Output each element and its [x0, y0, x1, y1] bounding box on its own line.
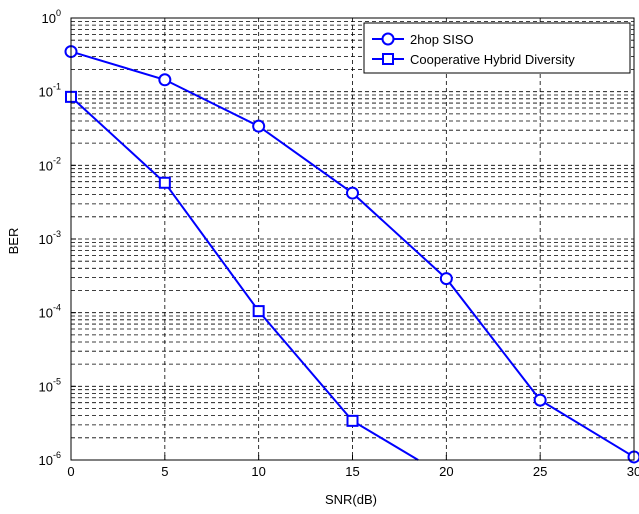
data-point-circle	[252, 119, 266, 133]
data-point-square	[252, 305, 265, 318]
legend-label: Cooperative Hybrid Diversity	[410, 52, 575, 67]
x-tick-label: 15	[345, 464, 359, 479]
x-tick-label: 10	[251, 464, 265, 479]
plot-frame	[70, 17, 635, 461]
tick-labels: 0 5 10 15 20 25 30 10-6 10-5 10-4 10-3 10-2 10-1 100	[39, 8, 639, 479]
legend: 2hop SISO Cooperative Hybrid Diversity	[363, 22, 631, 74]
series-0	[64, 45, 639, 464]
data-point-square	[346, 414, 359, 427]
x-tick-label: 0	[67, 464, 74, 479]
x-tick-label: 5	[161, 464, 168, 479]
data-point-circle	[533, 393, 547, 407]
data-point-square	[158, 176, 171, 189]
y-tick-label: 10-3	[39, 229, 61, 247]
legend-box	[363, 22, 631, 74]
data-point-circle	[439, 272, 453, 286]
y-tick-label: 10-5	[39, 376, 61, 394]
x-tick-label: 20	[439, 464, 453, 479]
y-tick-label: 10-2	[39, 155, 61, 173]
legend-label: 2hop SISO	[410, 32, 474, 47]
y-tick-label: 100	[42, 8, 61, 26]
x-tick-label: 25	[533, 464, 547, 479]
y-tick-label: 10-1	[39, 82, 61, 100]
x-tick-label: 30	[627, 464, 639, 479]
legend-marker-square	[382, 53, 394, 65]
data-point-circle	[346, 186, 359, 200]
legend-marker-circle	[381, 32, 395, 46]
y-tick-label: 10-6	[39, 450, 61, 468]
y-tick-label: 10-4	[39, 303, 61, 321]
data-point-circle	[158, 73, 172, 87]
x-axis-label: SNR(dB)	[325, 492, 377, 507]
y-axis-label: BER	[6, 228, 21, 255]
